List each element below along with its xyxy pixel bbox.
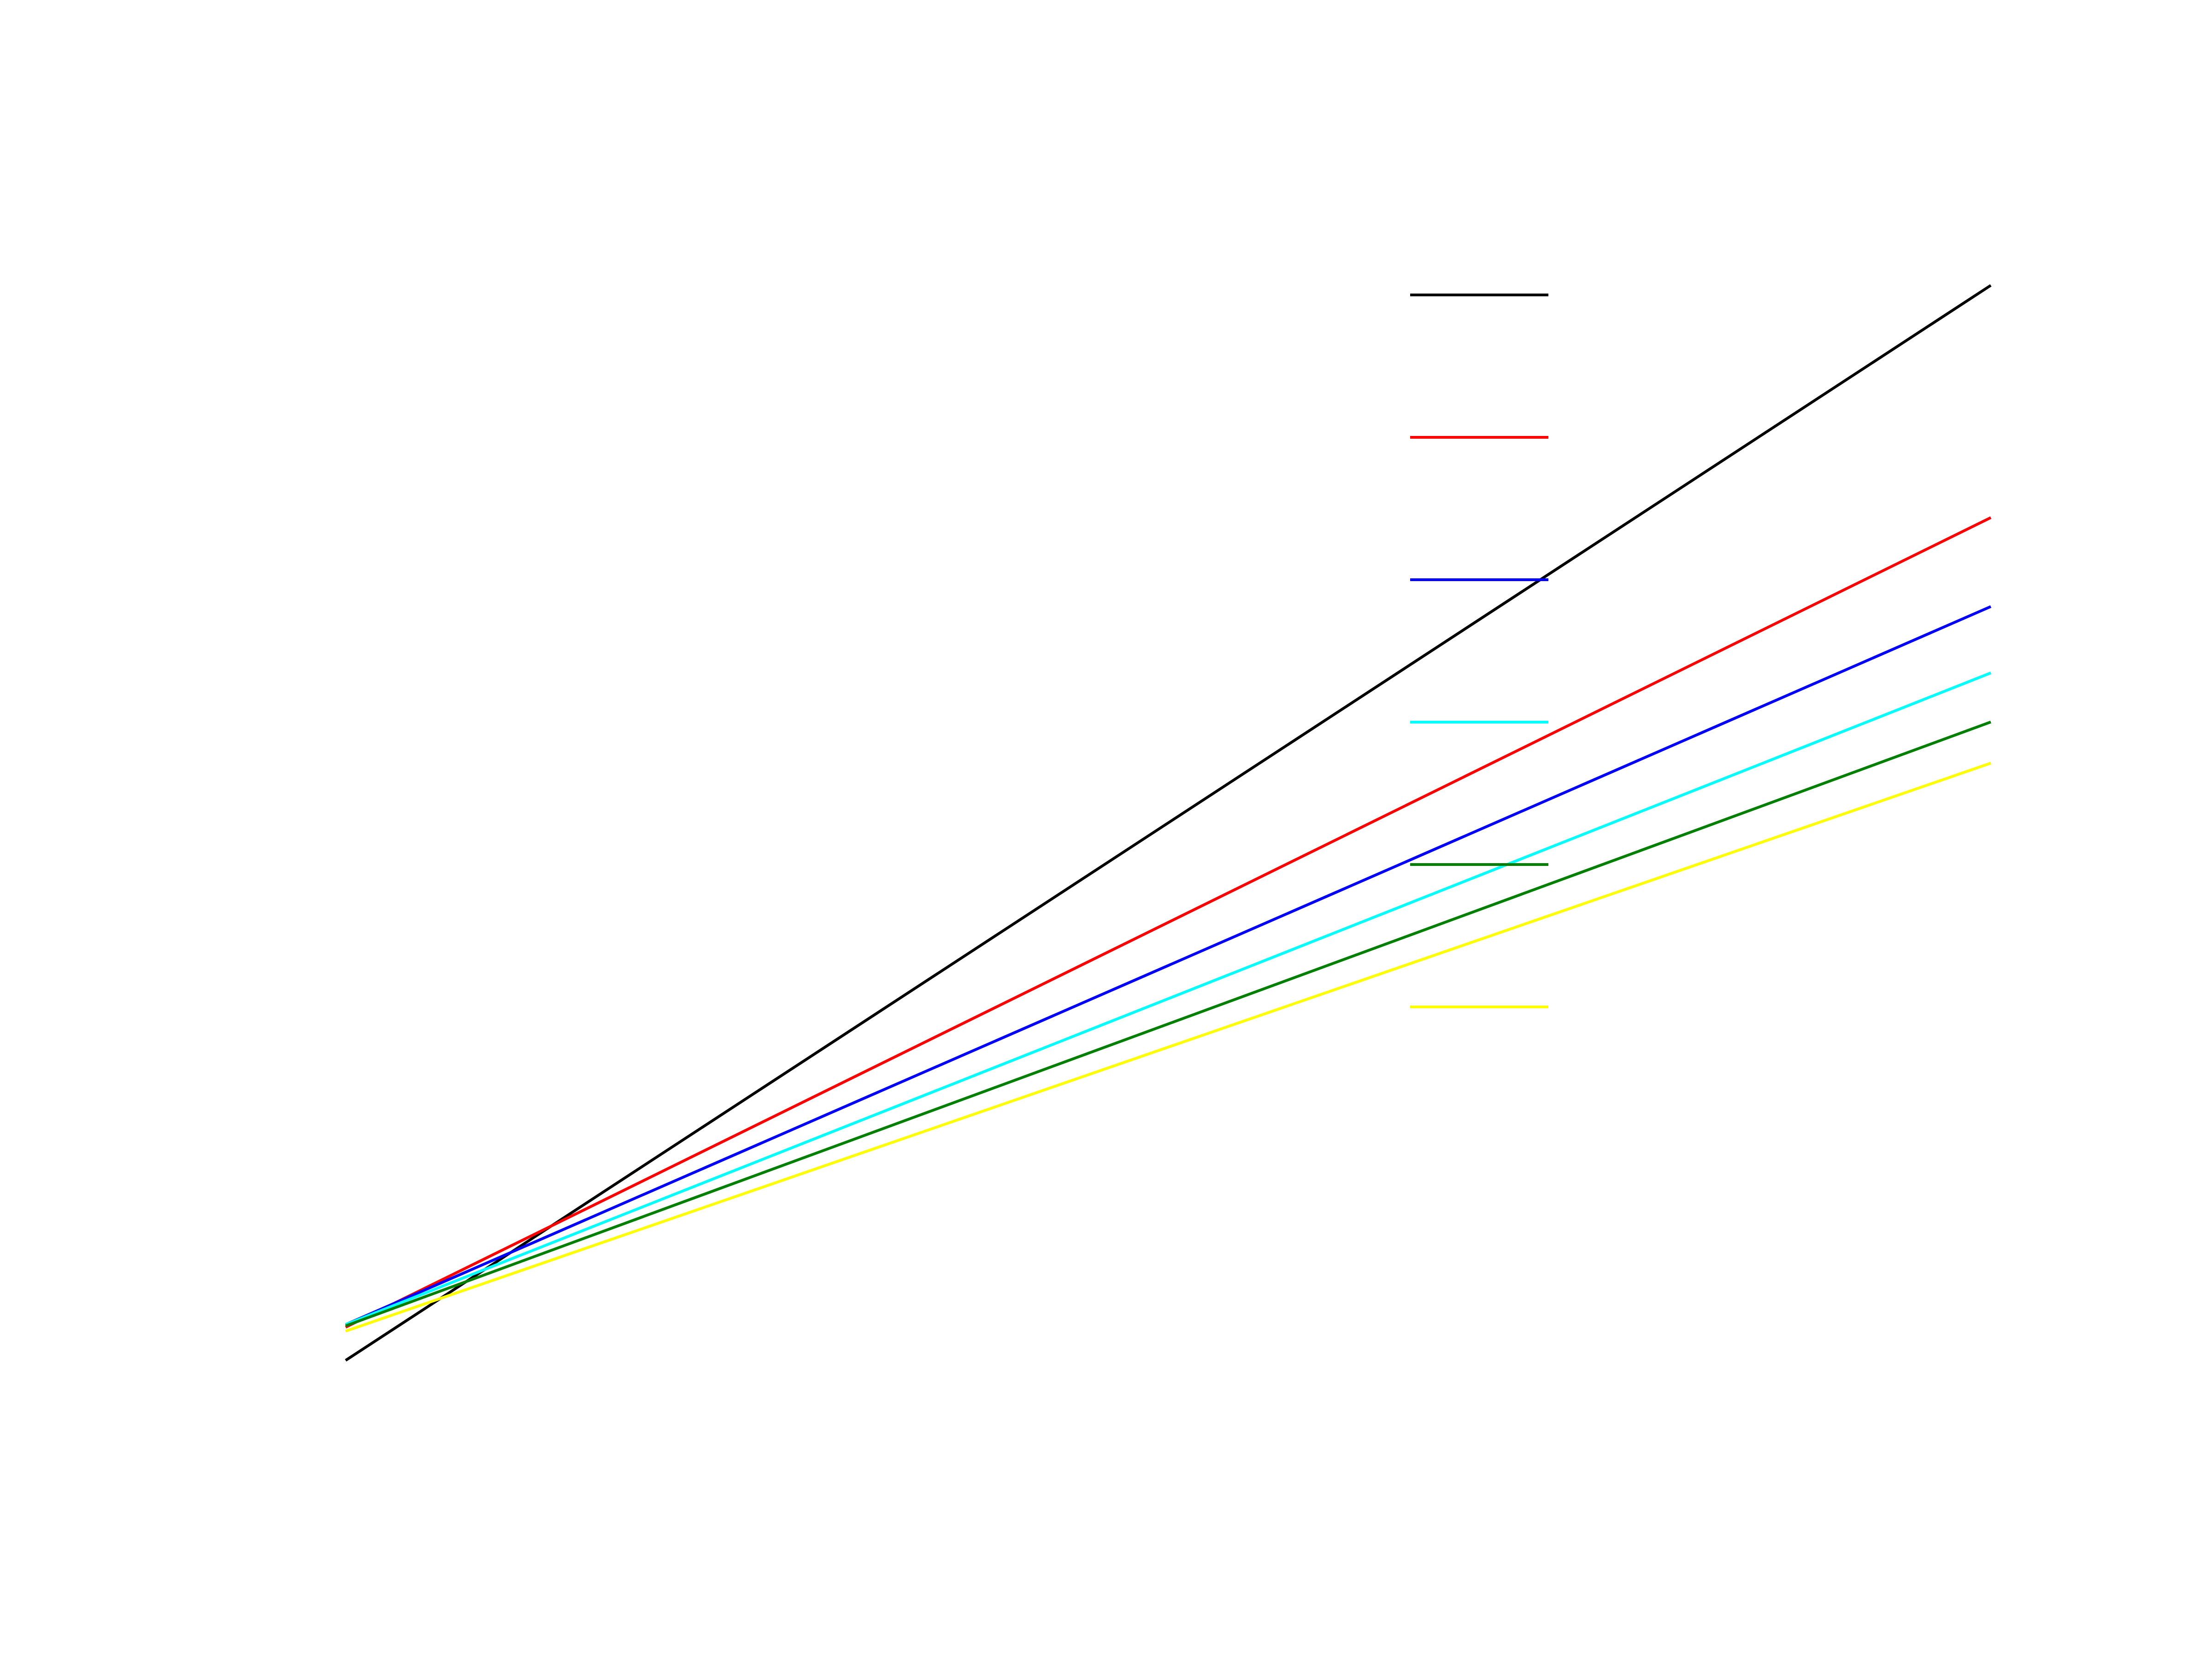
legend <box>1410 294 1548 1008</box>
series-line-1 <box>345 284 1992 1362</box>
series-line-2 <box>345 516 1992 1329</box>
series-line-6 <box>345 762 1991 1333</box>
series-line-5 <box>345 720 1992 1327</box>
plot-area <box>345 284 1992 1362</box>
series-line-3 <box>345 605 1992 1326</box>
series-line-4 <box>345 671 1992 1326</box>
